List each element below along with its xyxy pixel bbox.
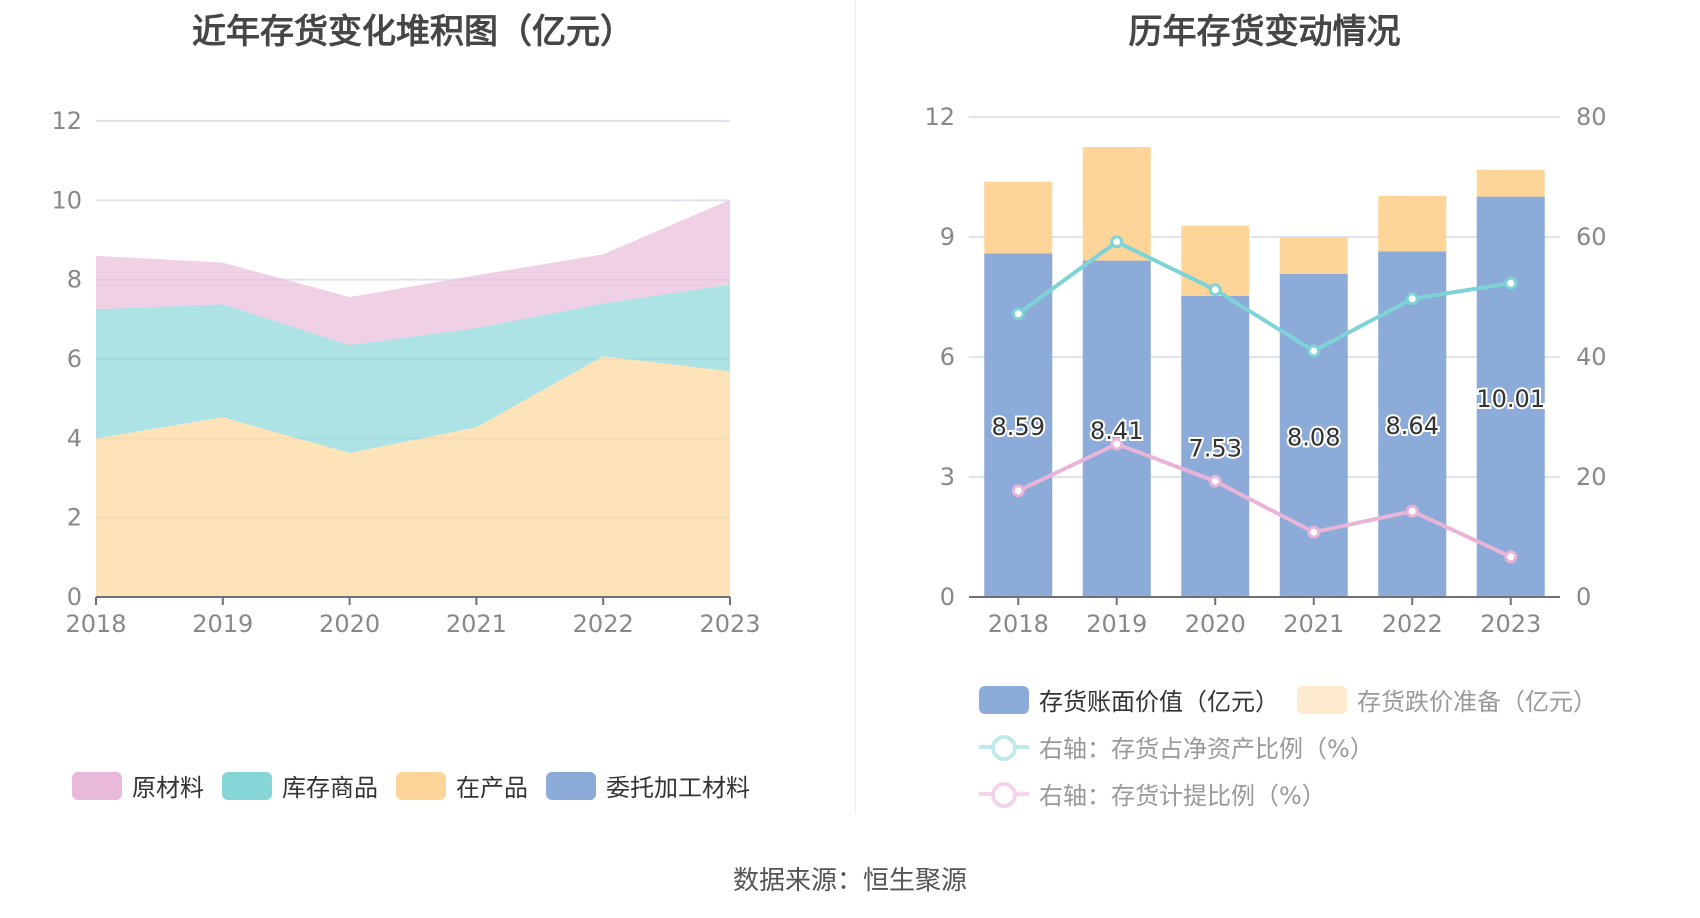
left-area-chart: 0 2 4 6 8 10 12 2018 2019 2020 2021 2022 2023: [51, 107, 760, 638]
legend-swatch-raw-materials: [72, 771, 122, 800]
left-chart-title: 近年存货变化堆积图（亿元）: [192, 12, 634, 52]
legend-label: 委托加工材料: [606, 774, 750, 802]
legend-line-marker-icon: [979, 780, 1029, 808]
y-tick-label: 0: [940, 583, 955, 611]
data-source-footer: 数据来源：恒生聚源: [732, 866, 967, 896]
bar-value-label: 8.41: [1090, 417, 1143, 445]
legend-label: 右轴：存货计提比例（%）: [1039, 782, 1326, 810]
legend-item-raw-materials[interactable]: 原材料: [72, 768, 204, 803]
legend-label: 右轴：存货占净资产比例（%）: [1039, 735, 1374, 763]
y-tick-label: 2: [67, 504, 82, 532]
line-point-ratio_net_assets: [1504, 276, 1518, 290]
bar-value-label: 8.59: [992, 413, 1045, 441]
x-tick-label: 2018: [65, 610, 126, 638]
bar-value-label: 10.01: [1476, 385, 1545, 413]
legend-label: 存货账面价值（亿元）: [1039, 688, 1279, 716]
right-legend: 存货账面价值（亿元） 存货跌价准备（亿元） 右轴：存货占净资产比例（%） 右轴：…: [979, 676, 1615, 817]
chart-divider: [855, 0, 856, 813]
bar-value-label: 8.64: [1386, 412, 1439, 440]
line-point-provision_ratio: [1405, 504, 1419, 518]
legend-item-impairment[interactable]: 存货跌价准备（亿元）: [1297, 682, 1597, 717]
line-point-provision_ratio: [1011, 484, 1025, 498]
y-tick-label: 6: [67, 345, 82, 373]
area-finished_goods: [96, 284, 730, 454]
legend-swatch-book-value: [979, 685, 1029, 714]
bar-book_value: [1279, 273, 1348, 597]
x-tick-label: 2022: [1382, 610, 1443, 638]
bar-impairment: [984, 181, 1053, 254]
y2-tick-label: 60: [1576, 223, 1607, 251]
legend-label: 原材料: [132, 774, 204, 802]
right-chart-title: 历年存货变动情况: [1128, 12, 1401, 52]
x-tick-label: 2019: [1086, 610, 1147, 638]
line-point-ratio_net_assets: [1405, 292, 1419, 306]
legend-item-provision-ratio[interactable]: 右轴：存货计提比例（%）: [979, 776, 1326, 811]
legend-label: 存货跌价准备（亿元）: [1357, 688, 1597, 716]
line-point-ratio_net_assets: [1011, 307, 1025, 321]
y2-tick-label: 80: [1576, 103, 1607, 131]
y2-tick-label: 20: [1576, 463, 1607, 491]
y2-tick-label: 40: [1576, 343, 1607, 371]
line-point-provision_ratio: [1208, 474, 1222, 488]
bar-impairment: [1378, 195, 1447, 252]
x-tick-label: 2021: [446, 610, 507, 638]
line-point-provision_ratio: [1110, 437, 1124, 451]
y-tick-label: 6: [940, 343, 955, 371]
left-legend: 原材料 库存商品 在产品 委托加工材料: [72, 768, 768, 803]
legend-label: 在产品: [456, 774, 528, 802]
y-tick-label: 4: [67, 424, 82, 452]
y-tick-label: 9: [940, 223, 955, 251]
x-tick-label: 2020: [1185, 610, 1246, 638]
x-tick-label: 2022: [573, 610, 634, 638]
line-ratio_net_assets: [1017, 239, 1512, 354]
legend-item-ratio-net-assets[interactable]: 右轴：存货占净资产比例（%）: [979, 729, 1374, 764]
bar-value-label: 7.53: [1189, 434, 1242, 462]
x-tick-label: 2018: [988, 610, 1049, 638]
legend-item-consigned[interactable]: 委托加工材料: [546, 768, 750, 803]
legend-item-finished-goods[interactable]: 库存商品: [222, 768, 378, 803]
legend-item-wip[interactable]: 在产品: [396, 768, 528, 803]
bar-book_value: [1181, 295, 1250, 597]
bar-book_value: [1082, 260, 1151, 597]
bar-impairment: [1279, 237, 1348, 274]
legend-swatch-wip: [396, 771, 446, 800]
y-tick-label: 0: [67, 583, 82, 611]
x-tick-label: 2023: [1480, 610, 1541, 638]
y-tick-label: 12: [51, 107, 82, 135]
legend-line-marker-icon: [979, 733, 1029, 761]
legend-label: 库存商品: [282, 774, 378, 802]
line-point-ratio_net_assets: [1307, 344, 1321, 358]
bar-book_value: [1476, 196, 1545, 597]
x-tick-label: 2021: [1283, 610, 1344, 638]
line-point-ratio_net_assets: [1110, 235, 1124, 249]
legend-item-book-value[interactable]: 存货账面价值（亿元）: [979, 682, 1279, 717]
area-wip: [96, 356, 730, 597]
y2-tick-label: 0: [1576, 583, 1591, 611]
area-raw_materials: [96, 199, 730, 346]
x-tick-label: 2020: [319, 610, 380, 638]
x-tick-label: 2019: [192, 610, 253, 638]
y-tick-label: 3: [940, 463, 955, 491]
bar-impairment: [1476, 169, 1545, 197]
legend-swatch-finished-goods: [222, 771, 272, 800]
legend-swatch-consigned: [546, 771, 596, 800]
right-bar-line-chart: 0 3 6 9 12 0 20 40 60 80 2018 2019 2020 2021 2022 2023 8…: [924, 103, 1606, 638]
bar-value-label: 8.08: [1287, 423, 1340, 451]
y-tick-label: 10: [51, 186, 82, 214]
line-point-ratio_net_assets: [1208, 283, 1222, 297]
line-point-provision_ratio: [1504, 550, 1518, 564]
line-provision_ratio: [1017, 441, 1512, 559]
y-tick-label: 8: [67, 266, 82, 294]
line-point-provision_ratio: [1307, 525, 1321, 539]
x-tick-label: 2023: [699, 610, 760, 638]
y-tick-label: 12: [924, 103, 955, 131]
legend-swatch-impairment: [1297, 685, 1347, 714]
